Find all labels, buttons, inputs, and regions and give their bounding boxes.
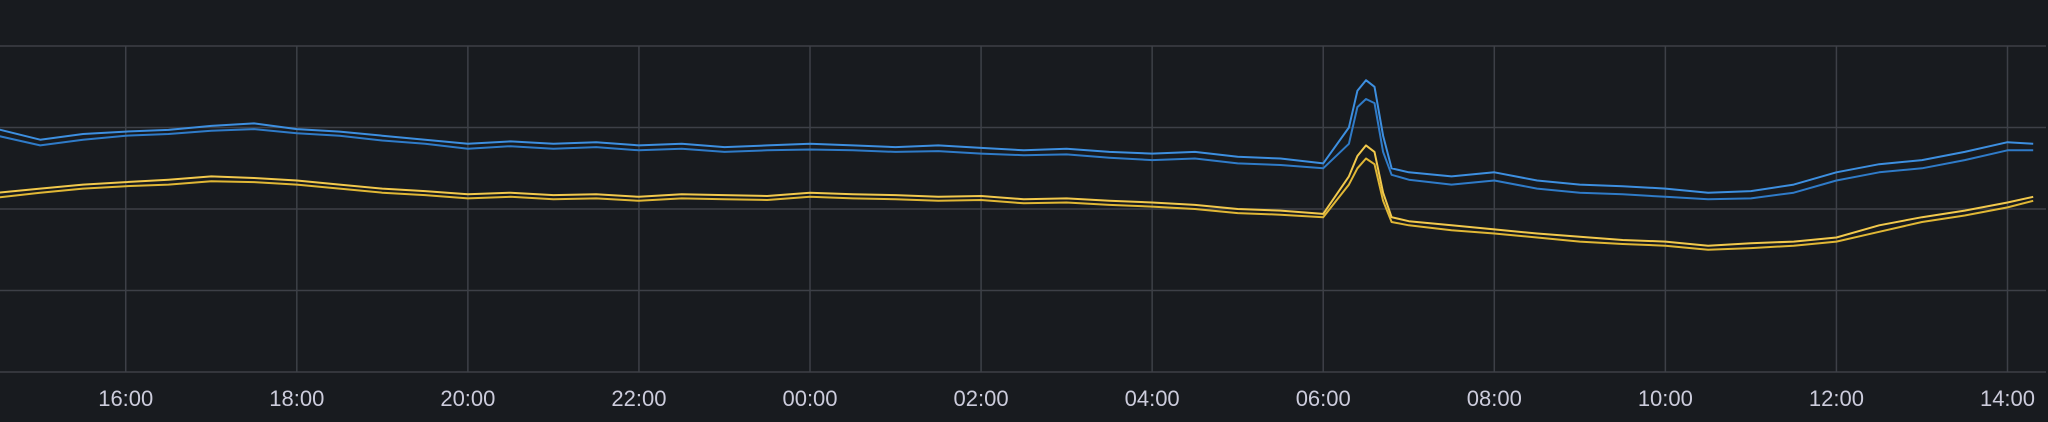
- x-tick-label: 14:00: [1980, 386, 2035, 411]
- x-tick-label: 00:00: [782, 386, 837, 411]
- x-tick-label: 22:00: [611, 386, 666, 411]
- series-line: [0, 98, 2034, 201]
- x-tick-label: 10:00: [1638, 386, 1693, 411]
- series-line: [0, 79, 2034, 194]
- x-tick-label: 06:00: [1296, 386, 1351, 411]
- x-tick-label: 04:00: [1125, 386, 1180, 411]
- x-tick-label: 12:00: [1809, 386, 1864, 411]
- series-line: [0, 144, 2034, 247]
- x-tick-label: 16:00: [98, 386, 153, 411]
- x-tick-label: 18:00: [269, 386, 324, 411]
- x-tick-label: 02:00: [954, 386, 1009, 411]
- series-line: [0, 157, 2034, 251]
- x-tick-label: 20:00: [440, 386, 495, 411]
- x-tick-label: 08:00: [1467, 386, 1522, 411]
